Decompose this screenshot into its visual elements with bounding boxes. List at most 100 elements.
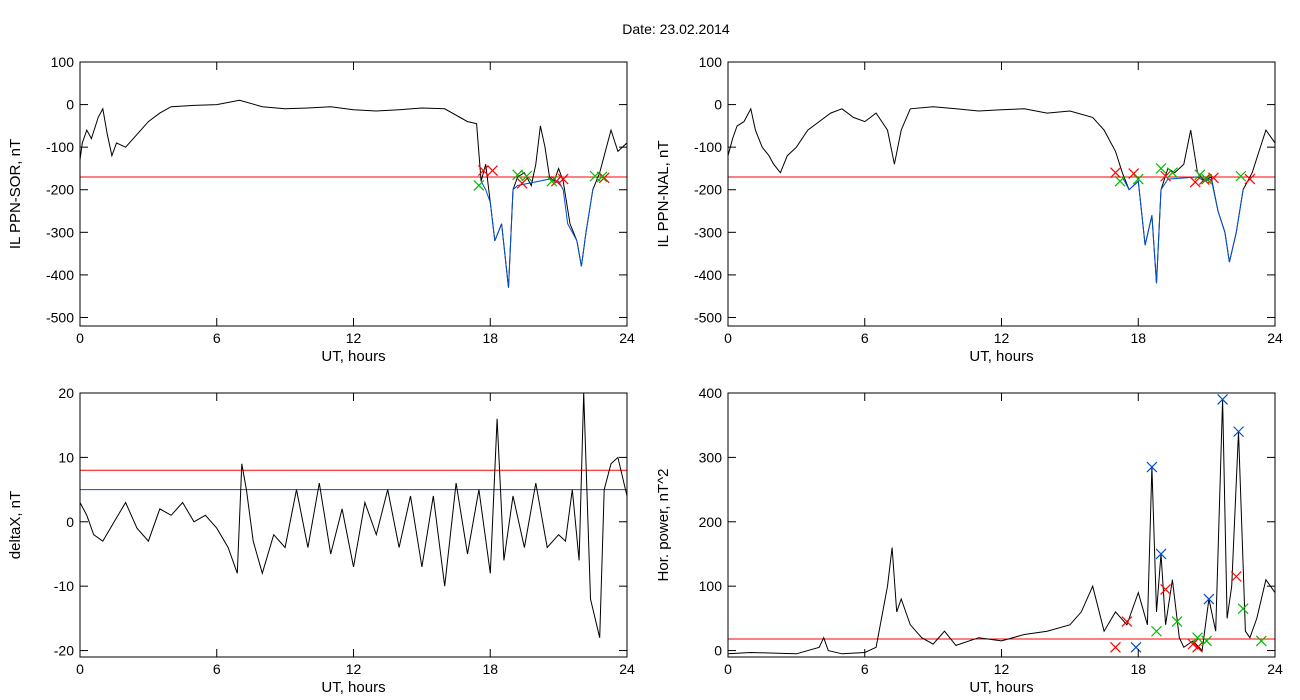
marker-point — [477, 165, 489, 177]
series-line-1 — [480, 178, 594, 288]
x-tick-label: 18 — [1130, 661, 1146, 677]
y-tick-label: 100 — [51, 54, 75, 70]
y-tick-label: 0 — [66, 514, 74, 530]
marker-point — [1187, 638, 1199, 650]
x-axis-label: UT, hours — [321, 348, 385, 365]
x-tick-label: 6 — [213, 330, 221, 346]
y-tick-label: -10 — [54, 578, 74, 594]
x-tick-label: 24 — [1267, 330, 1283, 346]
x-tick-label: 6 — [861, 661, 869, 677]
marker-point — [1132, 173, 1144, 185]
marker-point — [1201, 173, 1213, 185]
y-tick-label: 100 — [699, 54, 723, 70]
x-tick-label: 0 — [76, 661, 84, 677]
marker-point — [516, 177, 528, 189]
marker-point — [1217, 394, 1229, 405]
marker-point — [1230, 571, 1242, 582]
x-tick-label: 0 — [724, 661, 732, 677]
y-tick-label: 0 — [714, 643, 722, 659]
y-tick-label: -20 — [54, 643, 74, 659]
y-tick-label: 0 — [714, 97, 722, 113]
x-tick-label: 24 — [1267, 661, 1283, 677]
marker-point — [473, 180, 485, 191]
y-tick-label: -200 — [694, 182, 722, 198]
marker-point — [1160, 583, 1172, 595]
y-tick-label: 20 — [58, 385, 74, 401]
marker-point — [596, 171, 608, 183]
y-tick-label: -400 — [46, 267, 74, 283]
series-line-0 — [80, 393, 627, 638]
marker-point — [1160, 170, 1172, 182]
y-tick-label: -500 — [46, 309, 74, 325]
marker-point — [550, 175, 562, 187]
marker-point — [1201, 635, 1213, 647]
marker-point — [598, 172, 610, 184]
marker-point — [1255, 635, 1267, 647]
marker-point — [1167, 167, 1178, 179]
y-axis-label: Hor. power, nT^2 — [655, 469, 672, 582]
series-line-0 — [80, 99, 627, 288]
marker-point — [1130, 641, 1142, 653]
x-tick-label: 0 — [76, 330, 84, 346]
y-axis-label: IL PPN-SOR, nT — [7, 139, 24, 249]
chart-top-right: 0 6 12 18 24 100 0 -100 -200 -300 -400 -500 UT, hour… — [655, 54, 1283, 365]
figure-title: Date: 23.02.2014 — [622, 21, 730, 37]
x-tick-label: 24 — [619, 661, 635, 677]
chart-top-left: 0 6 12 18 24 100 0 -100 -200 -300 -400 -500 UT, hour… — [7, 54, 635, 365]
marker-point — [1235, 170, 1247, 182]
series-line-1 — [1121, 176, 1244, 284]
x-tick-label: 12 — [994, 330, 1010, 346]
marker-point — [1244, 173, 1256, 185]
marker-point — [1192, 641, 1203, 653]
plot-frame — [727, 392, 1276, 658]
marker-point — [1155, 163, 1167, 174]
marker-point — [521, 170, 533, 182]
y-tick-label: -100 — [694, 139, 722, 155]
marker-point — [1237, 603, 1249, 615]
x-tick-label: 6 — [861, 330, 869, 346]
x-tick-label: 24 — [619, 330, 635, 346]
marker-point — [1194, 169, 1206, 181]
y-tick-label: 200 — [699, 514, 723, 530]
y-axis-label: IL PPN-NAL, nT — [655, 141, 672, 248]
x-axis-label: UT, hours — [969, 348, 1033, 365]
marker-point — [1121, 616, 1133, 628]
marker-point — [546, 175, 558, 187]
y-tick-label: -400 — [694, 267, 722, 283]
marker-point — [1171, 616, 1183, 628]
x-tick-label: 12 — [346, 661, 362, 677]
x-axis-label: UT, hours — [321, 679, 385, 696]
series-line-0 — [728, 106, 1275, 284]
x-tick-label: 0 — [724, 330, 732, 346]
marker-point — [1155, 548, 1167, 560]
y-tick-label: -300 — [694, 224, 722, 240]
series-line-0 — [728, 399, 1275, 655]
marker-point — [557, 173, 569, 185]
x-tick-label: 18 — [482, 661, 498, 677]
chart-bottom-left: 0 6 12 18 24 20 10 0 -10 -20 UT, hours deltaX, nT — [7, 385, 635, 696]
y-tick-label: -100 — [46, 139, 74, 155]
x-axis-label: UT, hours — [969, 679, 1033, 696]
marker-point — [1233, 426, 1244, 438]
plot-frame — [79, 392, 628, 658]
plot-frame — [727, 61, 1276, 327]
x-tick-label: 18 — [482, 330, 498, 346]
y-tick-label: -300 — [46, 224, 74, 240]
y-tick-label: 0 — [66, 97, 74, 113]
marker-point — [1192, 632, 1203, 644]
marker-point — [1110, 167, 1121, 179]
marker-point — [1128, 168, 1140, 179]
y-axis-label: deltaX, nT — [7, 491, 24, 559]
marker-point — [1110, 641, 1121, 653]
x-tick-label: 12 — [346, 330, 362, 346]
plot-frame — [79, 61, 628, 327]
y-tick-label: -500 — [694, 309, 722, 325]
y-tick-label: -200 — [46, 182, 74, 198]
y-tick-label: 400 — [699, 385, 723, 401]
y-tick-label: 10 — [58, 449, 74, 465]
y-tick-label: 300 — [699, 449, 723, 465]
x-tick-label: 12 — [994, 661, 1010, 677]
marker-point — [1203, 593, 1215, 605]
